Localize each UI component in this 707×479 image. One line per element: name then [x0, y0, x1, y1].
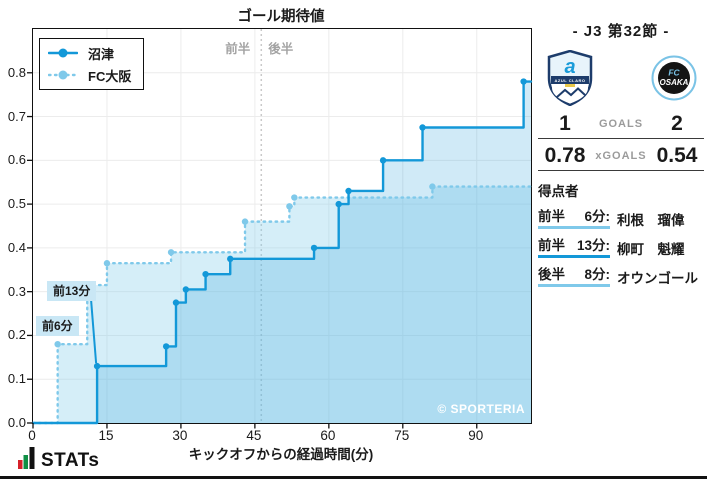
sporteria-watermark: © SPORTERIA [437, 402, 525, 416]
plot-area: 沼津 FC大阪 前半 後半 © SPORTERIA 前13分前6分 [27, 28, 533, 429]
y-tick-label: 0.5 [7, 196, 26, 212]
x-tick-label: 90 [468, 428, 484, 443]
home-goals: 1 [559, 112, 571, 135]
home-xgoals: 0.78 [544, 144, 586, 168]
scorer-half: 前半 [538, 209, 565, 225]
bottom-bar [0, 476, 707, 479]
x-tick-label: 30 [172, 428, 188, 443]
legend-label: FC大阪 [88, 68, 132, 84]
goals-label: GOALS [598, 117, 644, 130]
scorers-list: 前半 6分: 利根 瑠偉 前半 13分: 柳町 魁耀 後半 8分: オウンゴール [538, 205, 704, 288]
stats-logo-text: STATs [41, 449, 100, 471]
y-tick-label: 0.2 [7, 327, 26, 343]
stats-bars-icon [18, 447, 35, 469]
numazu-badge-icon: a AZUL CLARO [547, 50, 593, 106]
x-tick-label: 45 [246, 428, 262, 443]
xg-step-chart [27, 29, 533, 429]
scorer-half: 後半 [538, 267, 565, 283]
y-tick-label: 0.1 [7, 371, 26, 387]
y-tick-label: 0.6 [7, 152, 26, 168]
y-tick-label: 0.3 [7, 283, 26, 299]
xgoals-row: 0.78 xGOALS 0.54 [538, 144, 704, 172]
scorer-row: 前半 13分: 柳町 魁耀 [538, 234, 704, 259]
scorer-time: 後半 8分: [538, 263, 610, 288]
stats-logo: STATs [18, 447, 100, 471]
y-tick-label: 0.0 [7, 415, 26, 430]
legend-item: 沼津 [48, 45, 131, 62]
scorer-half: 前半 [538, 238, 565, 254]
goal-annotation: 前6分 [36, 316, 79, 336]
goals-row: 1 GOALS 2 [538, 112, 704, 140]
scorer-minute: 6分: [584, 209, 610, 225]
first-half-label: 前半 [225, 42, 251, 56]
svg-text:a: a [564, 56, 575, 78]
svg-text:AZUL CLARO: AZUL CLARO [555, 78, 586, 83]
goal-annotation: 前13分 [47, 281, 97, 301]
second-half-label: 後半 [268, 42, 294, 56]
legend-label: 沼津 [88, 46, 115, 62]
xgoals-label: xGOALS [595, 149, 647, 162]
scorer-time: 前半 6分: [538, 205, 610, 230]
chart-title: ゴール期待値 [237, 9, 325, 25]
fc-osaka-badge-icon: FC OSAKA [651, 55, 697, 101]
scorer-minute: 8分: [584, 267, 610, 283]
svg-text:FC: FC [668, 68, 680, 78]
chart-legend: 沼津 FC大阪 [39, 38, 145, 90]
y-tick-label: 0.7 [7, 108, 26, 124]
scorers-heading: 得点者 [538, 184, 579, 200]
x-tick-label: 15 [98, 428, 114, 443]
scorer-name: 利根 瑠偉 [617, 213, 685, 229]
team-badges: a AZUL CLARO FC OSAKA [538, 49, 704, 107]
scorer-row: 前半 6分: 利根 瑠偉 [538, 205, 704, 230]
scorer-row: 後半 8分: オウンゴール [538, 263, 704, 288]
scorer-time: 前半 13分: [538, 234, 610, 259]
x-tick-label: 0 [28, 428, 36, 443]
x-axis-label: キックオフからの経過時間(分) [188, 447, 374, 462]
away-xgoals: 0.54 [656, 144, 698, 168]
away-goals: 2 [671, 112, 683, 135]
scorer-name: 柳町 魁耀 [617, 242, 685, 258]
scorer-minute: 13分: [576, 238, 610, 254]
round-heading: - J3 第32節 - [572, 23, 670, 40]
scorer-name: オウンゴール [617, 271, 698, 287]
legend-item: FC大阪 [48, 67, 132, 84]
x-tick-label: 75 [394, 428, 410, 443]
y-tick-label: 0.4 [7, 239, 26, 255]
x-tick-label: 60 [320, 428, 336, 443]
match-summary-panel: - J3 第32節 - a AZUL CLARO FC OSAKA 1 GOAL… [538, 20, 704, 288]
y-tick-label: 0.8 [7, 64, 26, 80]
svg-text:OSAKA: OSAKA [660, 78, 689, 87]
